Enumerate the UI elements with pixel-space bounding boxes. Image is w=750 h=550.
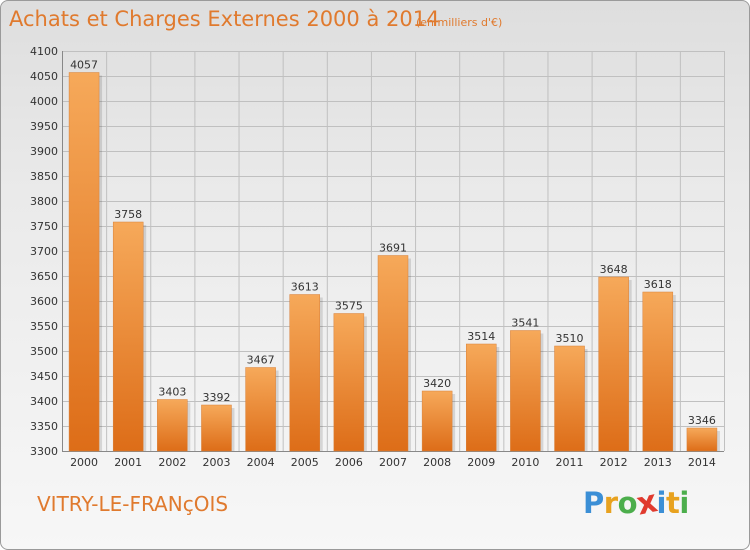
data-label: 3510 <box>556 332 584 345</box>
bar <box>157 399 188 452</box>
logo-letter: i <box>679 486 689 520</box>
x-tick-label: 2008 <box>423 456 451 469</box>
bar <box>598 276 629 452</box>
x-tick-label: 2006 <box>335 456 363 469</box>
bar <box>510 330 541 452</box>
y-tick-label: 3850 <box>30 170 58 183</box>
y-tick-label: 4050 <box>30 70 58 83</box>
data-label: 3514 <box>467 330 495 343</box>
y-tick-label: 3600 <box>30 295 58 308</box>
x-tick-label: 2001 <box>114 456 142 469</box>
city-name: VITRY-LE-FRANçOIS <box>37 492 229 516</box>
logo-letter: t <box>665 486 680 520</box>
chart-title: Achats et Charges Externes 2000 à 2014 <box>9 7 440 31</box>
y-tick-label: 3700 <box>30 245 58 258</box>
x-tick-label: 2009 <box>467 456 495 469</box>
bar <box>466 343 497 452</box>
logo-letter: r <box>603 486 618 520</box>
y-tick-label: 3750 <box>30 220 58 233</box>
bar <box>377 255 409 452</box>
x-tick-label: 2004 <box>247 456 275 469</box>
data-label: 3346 <box>688 414 716 427</box>
proxiti-logo: Proxiti <box>583 483 689 522</box>
bar <box>554 345 585 452</box>
x-tick-label: 2010 <box>511 456 539 469</box>
data-label: 3648 <box>600 263 628 276</box>
chart-unit: (en milliers d'€) <box>416 16 503 29</box>
y-tick-label: 3500 <box>30 345 58 358</box>
data-label: 4057 <box>70 59 98 72</box>
data-label: 3403 <box>158 386 186 399</box>
x-tick-label: 2007 <box>379 456 407 469</box>
logo-letter: o <box>617 486 638 520</box>
data-label: 3541 <box>511 317 539 330</box>
data-labels: 4057 3758 3403 3392 3467 3613 3575 3691 3420 3514… <box>70 59 716 428</box>
y-tick-label: 3400 <box>30 395 58 408</box>
bars <box>68 72 720 452</box>
axes: 3300 3350 3400 3450 3500 3550 3600 3650 3700 3750… <box>30 45 724 469</box>
x-tick-label: 2014 <box>688 456 716 469</box>
y-tick-label: 3300 <box>30 445 58 458</box>
data-label: 3613 <box>291 281 319 294</box>
data-label: 3467 <box>247 354 275 367</box>
bar <box>642 291 674 452</box>
y-tick-label: 3950 <box>30 120 58 133</box>
bar <box>421 390 453 452</box>
data-label: 3618 <box>644 278 672 291</box>
y-tick-label: 3550 <box>30 320 58 333</box>
x-tick-label: 2012 <box>600 456 628 469</box>
bar <box>289 294 320 452</box>
y-tick-label: 3650 <box>30 270 58 283</box>
bar <box>686 427 718 452</box>
x-tick-label: 2011 <box>556 456 584 469</box>
y-tick-label: 3800 <box>30 195 58 208</box>
x-tick-label: 2005 <box>291 456 319 469</box>
x-tick-label: 2002 <box>158 456 186 469</box>
data-label: 3420 <box>423 377 451 390</box>
bar <box>245 367 276 452</box>
bar <box>201 404 232 452</box>
y-tick-label: 4000 <box>30 95 58 108</box>
y-tick-label: 3900 <box>30 145 58 158</box>
logo-letter: P <box>583 486 604 520</box>
y-tick-label: 4100 <box>30 45 58 58</box>
data-label: 3575 <box>335 300 363 313</box>
logo-letter: i <box>656 486 667 520</box>
bar <box>112 221 144 452</box>
data-label: 3758 <box>114 208 142 221</box>
x-tick-label: 2013 <box>644 456 672 469</box>
data-label: 3691 <box>379 242 407 255</box>
bar <box>333 313 365 452</box>
x-tick-label: 2003 <box>202 456 230 469</box>
data-label: 3392 <box>202 391 230 404</box>
x-tick-label: 2000 <box>70 456 98 469</box>
bar <box>68 72 100 452</box>
y-tick-label: 3350 <box>30 420 58 433</box>
y-tick-label: 3450 <box>30 370 58 383</box>
